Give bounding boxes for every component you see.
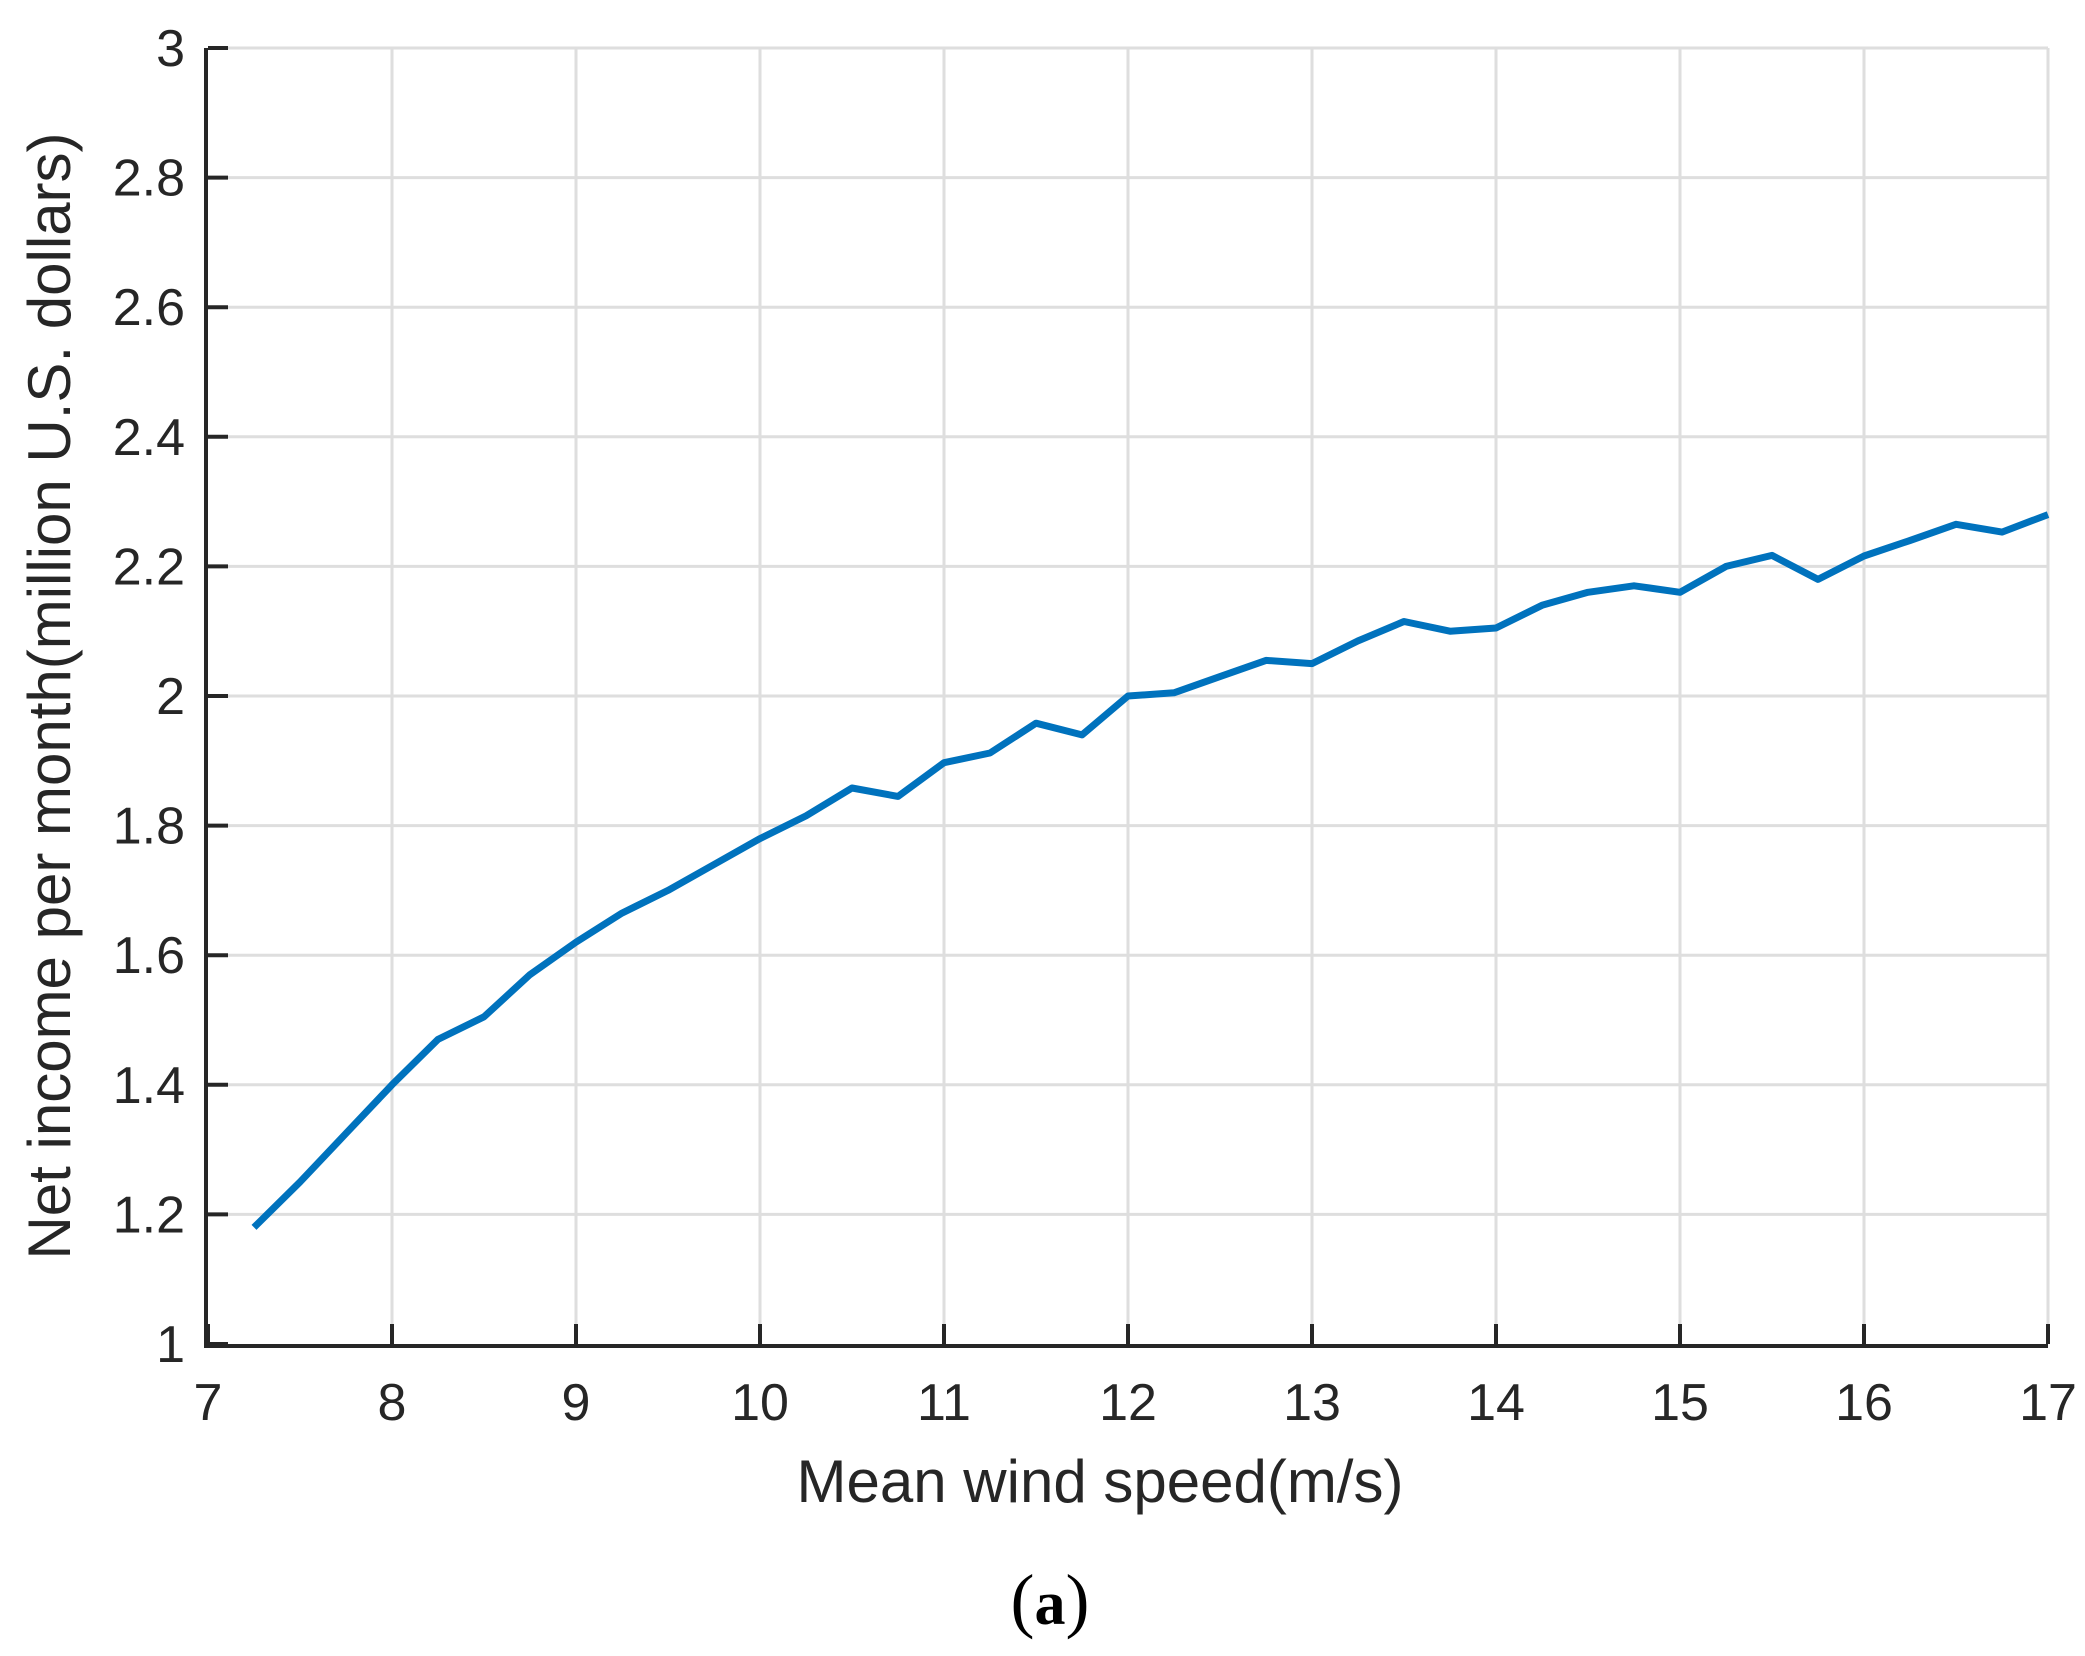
y-tick-label: 2.4: [113, 409, 185, 467]
gridlines: [208, 46, 2050, 1344]
y-tick-label: 2.2: [113, 538, 185, 596]
y-tick-labels: 1 1.2 1.4 1.6 1.8 2 2.2 2.4 2.6 2.8 3: [113, 20, 185, 1374]
caption-letter: a: [1034, 1570, 1066, 1638]
data-line-net-income-per-month: [251, 511, 2050, 1230]
y-tick-label: 2: [156, 668, 185, 726]
caption-paren-close: ): [1065, 1560, 1090, 1640]
x-tick-label: 13: [1283, 1374, 1341, 1432]
x-tick-label: 15: [1651, 1374, 1709, 1432]
data-series: [251, 511, 2050, 1230]
y-tick-label: 2.8: [113, 150, 185, 208]
x-tick-label: 8: [378, 1374, 407, 1432]
axis-spines: [204, 48, 2048, 1348]
x-tick-label: 17: [2019, 1374, 2077, 1432]
x-tick-label: 10: [731, 1374, 789, 1432]
y-tick-label: 1.4: [113, 1057, 185, 1115]
x-tick-labels: 7 8 9 10 11 12 13 14 15 16 17: [194, 1374, 2077, 1432]
x-axis-label: Mean wind speed(m/s): [796, 1448, 1404, 1515]
x-tick-label: 7: [194, 1374, 223, 1432]
caption-paren-open: (: [1010, 1560, 1035, 1640]
axes: [204, 48, 2048, 1348]
x-tick-label: 12: [1099, 1374, 1157, 1432]
x-tick-label: 14: [1467, 1374, 1525, 1432]
y-tick-label: 1.8: [113, 798, 185, 856]
y-tick-label: 1: [156, 1316, 185, 1374]
x-tick-label: 11: [917, 1374, 971, 1432]
y-tick-label: 2.6: [113, 279, 185, 337]
y-axis-label: Net income per month(million U.S. dollar…: [16, 132, 83, 1260]
x-tick-label: 16: [1835, 1374, 1893, 1432]
x-tick-label: 9: [562, 1374, 591, 1432]
y-tick-label: 1.2: [113, 1186, 185, 1244]
figure-caption: (a): [1011, 1564, 1090, 1636]
y-tick-label: 3: [156, 20, 185, 78]
y-tick-label: 1.6: [113, 927, 185, 985]
tick-marks: [206, 46, 2050, 1346]
